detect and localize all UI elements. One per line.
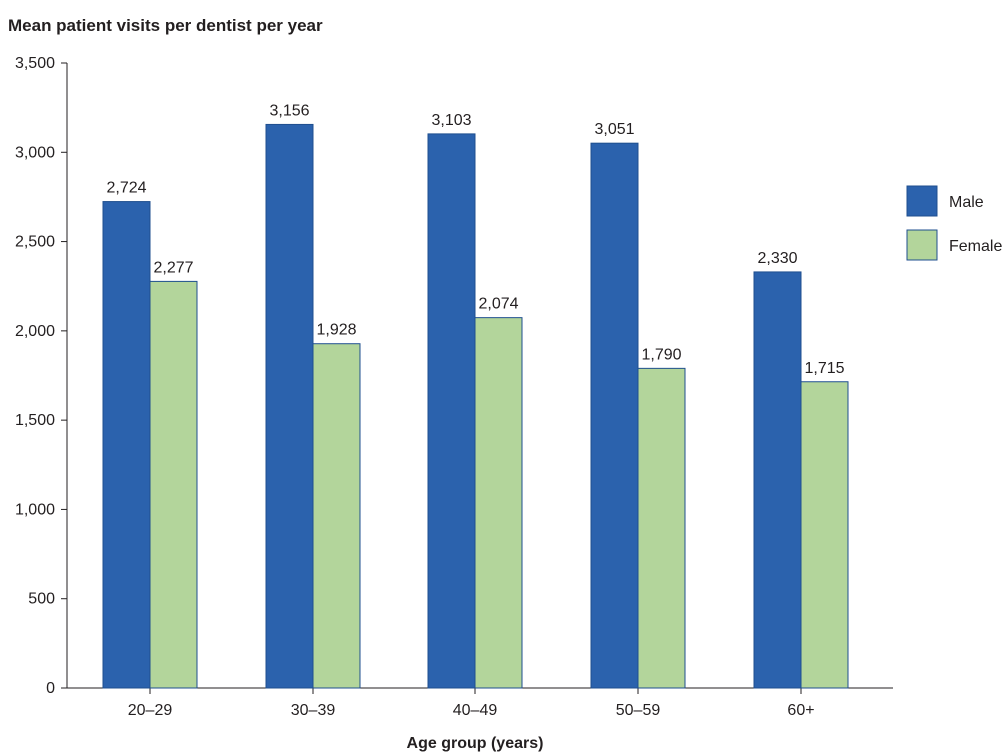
y-tick-label: 3,500 bbox=[15, 55, 55, 72]
data-label-male-2: 3,156 bbox=[269, 102, 309, 119]
y-tick-label: 2,500 bbox=[15, 234, 55, 251]
legend-label-male: Male bbox=[949, 194, 984, 211]
bar-female-4 bbox=[637, 367, 686, 689]
y-tick-label: 0 bbox=[46, 680, 55, 697]
y-tick-label: 500 bbox=[28, 591, 55, 608]
data-label-male-5: 2,330 bbox=[757, 250, 797, 267]
bar-male-1 bbox=[102, 201, 151, 689]
x-tick-label: 20–29 bbox=[128, 702, 173, 719]
data-label-female-2: 1,928 bbox=[316, 322, 356, 339]
x-axis-title: Age group (years) bbox=[407, 735, 544, 752]
bar-male-2 bbox=[265, 123, 314, 689]
bar-female-1 bbox=[149, 280, 198, 689]
x-tick-label: 40–49 bbox=[453, 702, 498, 719]
y-tick-label: 1,500 bbox=[15, 412, 55, 429]
bar-male-3 bbox=[427, 133, 476, 689]
y-tick-label: 3,000 bbox=[15, 144, 55, 161]
x-axis: 20–29 30–39 40–49 50–59 60+ bbox=[67, 687, 893, 719]
bar-female-3 bbox=[474, 317, 523, 689]
bars bbox=[102, 123, 849, 689]
data-label-male-3: 3,103 bbox=[431, 112, 471, 129]
data-labels: 2,724 3,156 3,103 3,051 2,330 2,277 1,928 2,074… bbox=[106, 102, 844, 376]
legend-swatch-male bbox=[906, 185, 938, 217]
data-label-male-1: 2,724 bbox=[106, 180, 146, 197]
x-tick-label: 30–39 bbox=[291, 702, 336, 719]
y-tick-label: 1,000 bbox=[15, 501, 55, 518]
legend-label-female: Female bbox=[949, 238, 1002, 255]
data-label-female-1: 2,277 bbox=[153, 259, 193, 276]
data-label-female-3: 2,074 bbox=[478, 296, 518, 313]
x-tick-label: 50–59 bbox=[616, 702, 661, 719]
bar-female-2 bbox=[312, 343, 361, 689]
chart-title: Mean patient visits per dentist per year bbox=[8, 16, 323, 35]
y-tick-label: 2,000 bbox=[15, 323, 55, 340]
legend-swatch-female bbox=[906, 229, 938, 261]
bar-female-5 bbox=[800, 381, 849, 689]
data-label-female-5: 1,715 bbox=[804, 360, 844, 377]
bar-male-4 bbox=[590, 142, 639, 689]
bar-male-5 bbox=[753, 271, 802, 689]
data-label-male-4: 3,051 bbox=[594, 121, 634, 138]
legend: Male Female bbox=[906, 185, 1002, 261]
data-label-female-4: 1,790 bbox=[641, 346, 681, 363]
y-axis: 0 500 1,000 1,500 2,000 2,500 3,000 3,500 bbox=[15, 55, 68, 697]
x-tick-label: 60+ bbox=[787, 702, 814, 719]
